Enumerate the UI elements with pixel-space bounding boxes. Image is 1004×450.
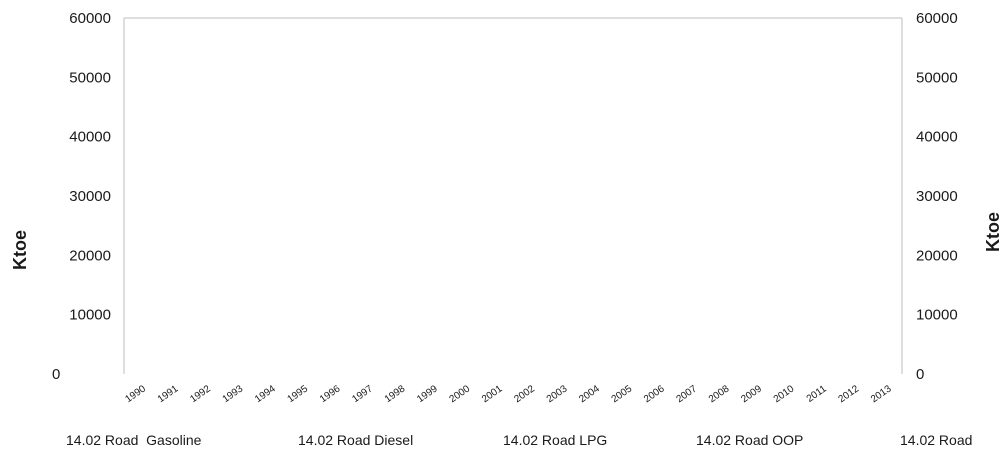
y-axis-right-ticks: 0 10000 20000 30000 40000 50000 60000 bbox=[916, 10, 958, 383]
x-tick-label: 1996 bbox=[318, 383, 343, 405]
y-left-tick-label: 10000 bbox=[69, 307, 111, 324]
x-tick-label: 2013 bbox=[869, 383, 894, 405]
x-tick-label: 2008 bbox=[707, 383, 732, 405]
y-axis-right-title: Ktoe bbox=[983, 212, 1003, 252]
y-right-tick-label: 10000 bbox=[916, 307, 958, 324]
y-right-tick-label: 60000 bbox=[916, 10, 958, 27]
x-tick-label: 1992 bbox=[188, 383, 213, 405]
legend-entry: 14.02 Road bbox=[900, 432, 972, 448]
x-tick-label: 1993 bbox=[221, 383, 246, 405]
x-tick-label: 1990 bbox=[123, 383, 148, 405]
y-right-tick-label: 50000 bbox=[916, 69, 958, 86]
y-left-tick-label: 60000 bbox=[69, 10, 111, 27]
y-left-tick-label: 20000 bbox=[69, 247, 111, 264]
y-right-tick-label: 0 bbox=[916, 366, 924, 383]
x-tick-label: 2007 bbox=[674, 383, 699, 405]
x-tick-label: 2002 bbox=[512, 383, 537, 405]
legend-entry: 14.02 Road LPG bbox=[503, 432, 607, 448]
y-right-tick-label: 30000 bbox=[916, 188, 958, 205]
x-tick-label: 2011 bbox=[805, 383, 829, 405]
x-tick-label: 2001 bbox=[480, 383, 505, 405]
legend-entry: 14.02 Road Diesel bbox=[298, 432, 413, 448]
y-left-tick-label: 30000 bbox=[69, 188, 111, 205]
legend-entry: 14.02 Road OOP bbox=[696, 432, 803, 448]
x-tick-label: 2009 bbox=[739, 383, 764, 405]
x-tick-label: 1999 bbox=[415, 383, 440, 405]
x-tick-label: 1995 bbox=[285, 383, 310, 405]
x-axis-ticks: 1990 1991 1992 1993 1994 1995 1996 1997 1998 1999… bbox=[123, 383, 893, 405]
plot-area bbox=[123, 17, 903, 374]
y-right-tick-label: 20000 bbox=[916, 247, 958, 264]
x-tick-label: 2003 bbox=[545, 383, 570, 405]
x-tick-label: 2000 bbox=[448, 383, 473, 405]
x-tick-label: 1991 bbox=[156, 383, 181, 405]
x-tick-label: 2010 bbox=[772, 383, 797, 405]
y-axis-left-title: Ktoe bbox=[10, 230, 30, 270]
x-tick-label: 1998 bbox=[383, 383, 408, 405]
y-right-tick-label: 40000 bbox=[916, 129, 958, 146]
x-tick-label: 1997 bbox=[350, 383, 375, 405]
y-axis-left-ticks: 0 10000 20000 30000 40000 50000 60000 bbox=[52, 10, 111, 383]
y-left-tick-label: 50000 bbox=[69, 69, 111, 86]
legend: 14.02 Road Gasoline 14.02 Road Diesel 14.0… bbox=[66, 432, 972, 448]
y-left-tick-label: 0 bbox=[52, 366, 60, 383]
x-tick-label: 2012 bbox=[837, 383, 862, 405]
x-tick-label: 1994 bbox=[253, 383, 278, 405]
x-tick-label: 2004 bbox=[577, 383, 602, 405]
x-tick-label: 2006 bbox=[642, 383, 667, 405]
x-tick-label: 2005 bbox=[610, 383, 635, 405]
y-left-tick-label: 40000 bbox=[69, 129, 111, 146]
legend-entry: 14.02 Road Gasoline bbox=[66, 432, 202, 448]
